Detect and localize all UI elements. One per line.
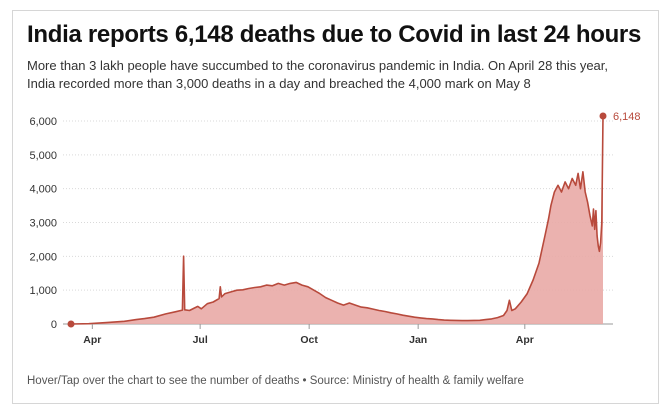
area-chart[interactable]: 0 1,000 2,000 3,000 4,000 5,000 6,000 Apr Jul Oc… xyxy=(13,11,658,403)
peak-value-label: 6,148 xyxy=(613,111,641,123)
y-tick-label: 4,000 xyxy=(29,184,57,196)
series-area-fill[interactable] xyxy=(71,116,603,324)
chart-card: India reports 6,148 deaths due to Covid … xyxy=(12,10,659,404)
x-tick-label: Apr xyxy=(516,334,534,346)
chart-subtitle: More than 3 lakh people have succumbed t… xyxy=(27,58,609,91)
area-series[interactable] xyxy=(70,115,604,325)
x-axis: Apr Jul Oct Jan Apr xyxy=(83,324,534,346)
annotations: 6,148 xyxy=(67,111,641,328)
start-point-marker xyxy=(67,320,75,328)
y-tick-label: 5,000 xyxy=(29,150,57,162)
y-axis: 0 1,000 2,000 3,000 4,000 5,000 6,000 xyxy=(29,116,57,331)
y-tick-label: 0 xyxy=(51,319,57,331)
y-tick-label: 1,000 xyxy=(29,285,57,297)
peak-point-marker xyxy=(599,112,607,120)
y-tick-label: 6,000 xyxy=(29,116,57,128)
chart-title: India reports 6,148 deaths due to Covid … xyxy=(27,21,642,48)
x-tick-label: Oct xyxy=(300,334,318,346)
y-tick-label: 2,000 xyxy=(29,251,57,263)
x-tick-label: Jul xyxy=(193,334,208,346)
x-tick-label: Jan xyxy=(409,334,427,346)
y-tick-label: 3,000 xyxy=(29,218,57,230)
chart-footer: Hover/Tap over the chart to see the numb… xyxy=(27,375,524,387)
x-tick-label: Apr xyxy=(83,334,101,346)
series-line[interactable] xyxy=(70,115,604,325)
